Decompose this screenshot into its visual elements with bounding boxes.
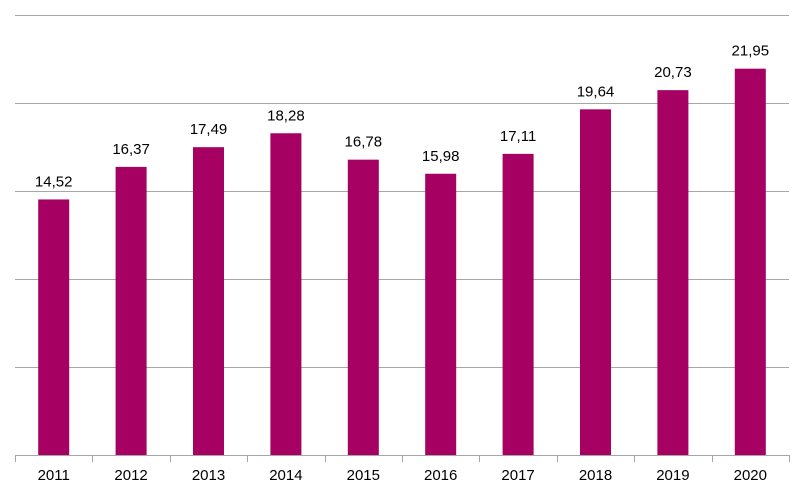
data-label-2019: 20,73 [654,64,692,81]
bar-2011 [38,199,69,455]
bar-chart: 14,52 16,37 17,49 18,28 16,78 15,98 17,11 19,64… [0,0,802,493]
x-tick-label-2020: 2020 [734,467,767,484]
x-tick-label-2015: 2015 [347,467,380,484]
bar-2019 [657,90,688,455]
x-tick-label-2016: 2016 [424,467,457,484]
data-label-2011: 14,52 [35,173,73,190]
x-tick-label-2018: 2018 [579,467,612,484]
x-axis-labels: 2011 2012 2013 2014 2015 2016 2017 2018 2019 2020 [38,467,767,484]
x-tick-label-2013: 2013 [192,467,225,484]
x-tick-label-2014: 2014 [269,467,302,484]
data-label-2016: 15,98 [422,148,460,165]
bar-2012 [116,167,147,455]
bar-2016 [425,174,456,455]
data-label-2014: 18,28 [267,107,305,124]
data-label-2020: 21,95 [732,43,770,60]
data-label-2015: 16,78 [345,134,383,151]
data-label-2013: 17,49 [190,121,228,138]
x-axis-ticks [16,455,790,462]
bar-2015 [348,160,379,455]
data-label-2017: 17,11 [500,128,536,145]
bars [38,69,766,455]
data-label-2012: 16,37 [112,141,150,158]
bar-2020 [735,69,766,455]
x-tick-label-2017: 2017 [501,467,534,484]
bar-2013 [193,147,224,455]
x-tick-label-2011: 2011 [38,467,70,484]
data-label-2018: 19,64 [577,83,615,100]
bar-2014 [270,133,301,455]
bar-2017 [503,154,534,455]
bar-2018 [580,109,611,455]
x-tick-label-2019: 2019 [656,467,689,484]
x-tick-label-2012: 2012 [114,467,147,484]
